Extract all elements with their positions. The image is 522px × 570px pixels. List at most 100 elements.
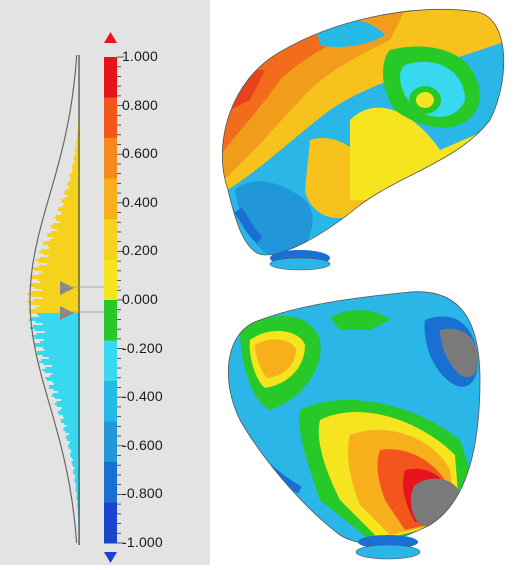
histogram-bar [34, 329, 80, 331]
histogram-bar [41, 359, 80, 361]
histogram-bar [70, 179, 80, 181]
histogram-bar [48, 357, 80, 359]
scale-tick-label: -1.000 [122, 534, 163, 550]
histogram-bar [74, 155, 80, 157]
color-band [104, 502, 117, 544]
top-view[interactable] [210, 0, 522, 271]
scale-ticks [117, 56, 124, 544]
histogram-bar [76, 493, 80, 495]
histogram-bar [47, 245, 80, 247]
histogram-bar [58, 207, 80, 209]
histogram-bar [62, 415, 80, 417]
deviation-histogram [27, 55, 81, 545]
histogram-bar [69, 443, 80, 445]
histogram-bar [42, 297, 80, 299]
histogram-bar [51, 227, 80, 229]
histogram-bar [75, 153, 80, 155]
histogram-bar [45, 377, 80, 379]
bottom-view[interactable] [210, 280, 522, 560]
histogram-bar [64, 197, 80, 199]
histogram-bar [28, 309, 80, 311]
histogram-bar [32, 325, 80, 327]
histogram-bar [71, 457, 80, 459]
histogram-bar [76, 499, 80, 501]
histogram-bar [48, 387, 80, 389]
histogram-bar [37, 313, 80, 315]
histogram-bar [34, 337, 80, 339]
3d-viewport[interactable] [210, 0, 522, 565]
histogram-bar [52, 365, 80, 367]
histogram-bar [56, 405, 80, 407]
histogram-bar [64, 191, 80, 193]
histogram-bar [63, 429, 80, 431]
histogram-bar [28, 285, 80, 287]
histogram-bar [71, 165, 80, 167]
histogram-bar [49, 375, 80, 377]
histogram-bar [73, 469, 80, 471]
histogram-bar [29, 303, 80, 305]
histogram-bar [66, 425, 80, 427]
histogram-bar [69, 187, 80, 189]
histogram-bar [64, 423, 80, 425]
histogram-bar [52, 373, 80, 375]
histogram-bar [37, 351, 80, 353]
histogram-bar [63, 417, 80, 419]
histogram-bar [75, 147, 80, 149]
color-band [104, 300, 117, 341]
histogram-bar [44, 349, 80, 351]
histogram-bar [41, 249, 80, 251]
histogram-bar [76, 141, 80, 143]
histogram-bar [46, 263, 80, 265]
histogram-bar [54, 403, 80, 405]
scale-tick-label: -0.200 [122, 339, 163, 356]
histogram-bar [71, 463, 80, 465]
scale-tick-label: -0.800 [122, 485, 163, 502]
color-band [104, 259, 117, 301]
histogram-bar [60, 421, 80, 423]
histogram-bar [67, 185, 80, 187]
histogram-bar [35, 321, 80, 323]
histogram-bar [31, 295, 80, 297]
histogram-bar [73, 471, 80, 473]
histogram-bar [40, 341, 80, 343]
scale-tick-label: 0.600 [122, 145, 159, 162]
histogram-bar [72, 171, 80, 173]
upper-tolerance-marker-icon[interactable] [60, 281, 74, 295]
color-band [104, 138, 117, 179]
color-band [104, 340, 117, 382]
histogram-bar [57, 229, 80, 231]
histogram-bar [34, 269, 80, 271]
histogram-bar [74, 481, 80, 483]
histogram-bar [57, 391, 80, 393]
histogram-bar [42, 347, 80, 349]
histogram-bar [49, 385, 80, 387]
histogram-bar [61, 399, 80, 401]
histogram-bar [69, 441, 80, 443]
color-band [104, 97, 117, 139]
histogram-bar [31, 277, 80, 279]
histogram-bar [70, 173, 80, 175]
lower-tolerance-marker-icon[interactable] [60, 306, 74, 320]
histogram-bar [64, 193, 80, 195]
histogram-bar [30, 317, 81, 319]
histogram-bar [52, 237, 80, 239]
histogram-bar [73, 157, 80, 159]
histogram-bar [66, 435, 80, 437]
histogram-bar [57, 411, 80, 413]
histogram-bar [52, 381, 80, 383]
scale-tick-label: 0.200 [122, 242, 159, 259]
scale-tick-label: 0.000 [122, 291, 159, 307]
scale-tick-label: 1.000 [122, 48, 159, 64]
scale-tick-label: 0.400 [122, 193, 159, 210]
histogram-bar [36, 353, 80, 355]
histogram-bar [39, 257, 80, 259]
histogram-bar [42, 243, 80, 245]
histogram-bar [71, 451, 80, 453]
histogram-bar [65, 437, 80, 439]
scale-min-arrow-icon[interactable] [104, 552, 117, 563]
histogram-bar [73, 459, 80, 461]
scale-max-arrow-icon[interactable] [104, 32, 117, 43]
histogram-bar [76, 495, 80, 497]
histogram-bar [34, 287, 80, 289]
histogram-bar [28, 311, 80, 313]
